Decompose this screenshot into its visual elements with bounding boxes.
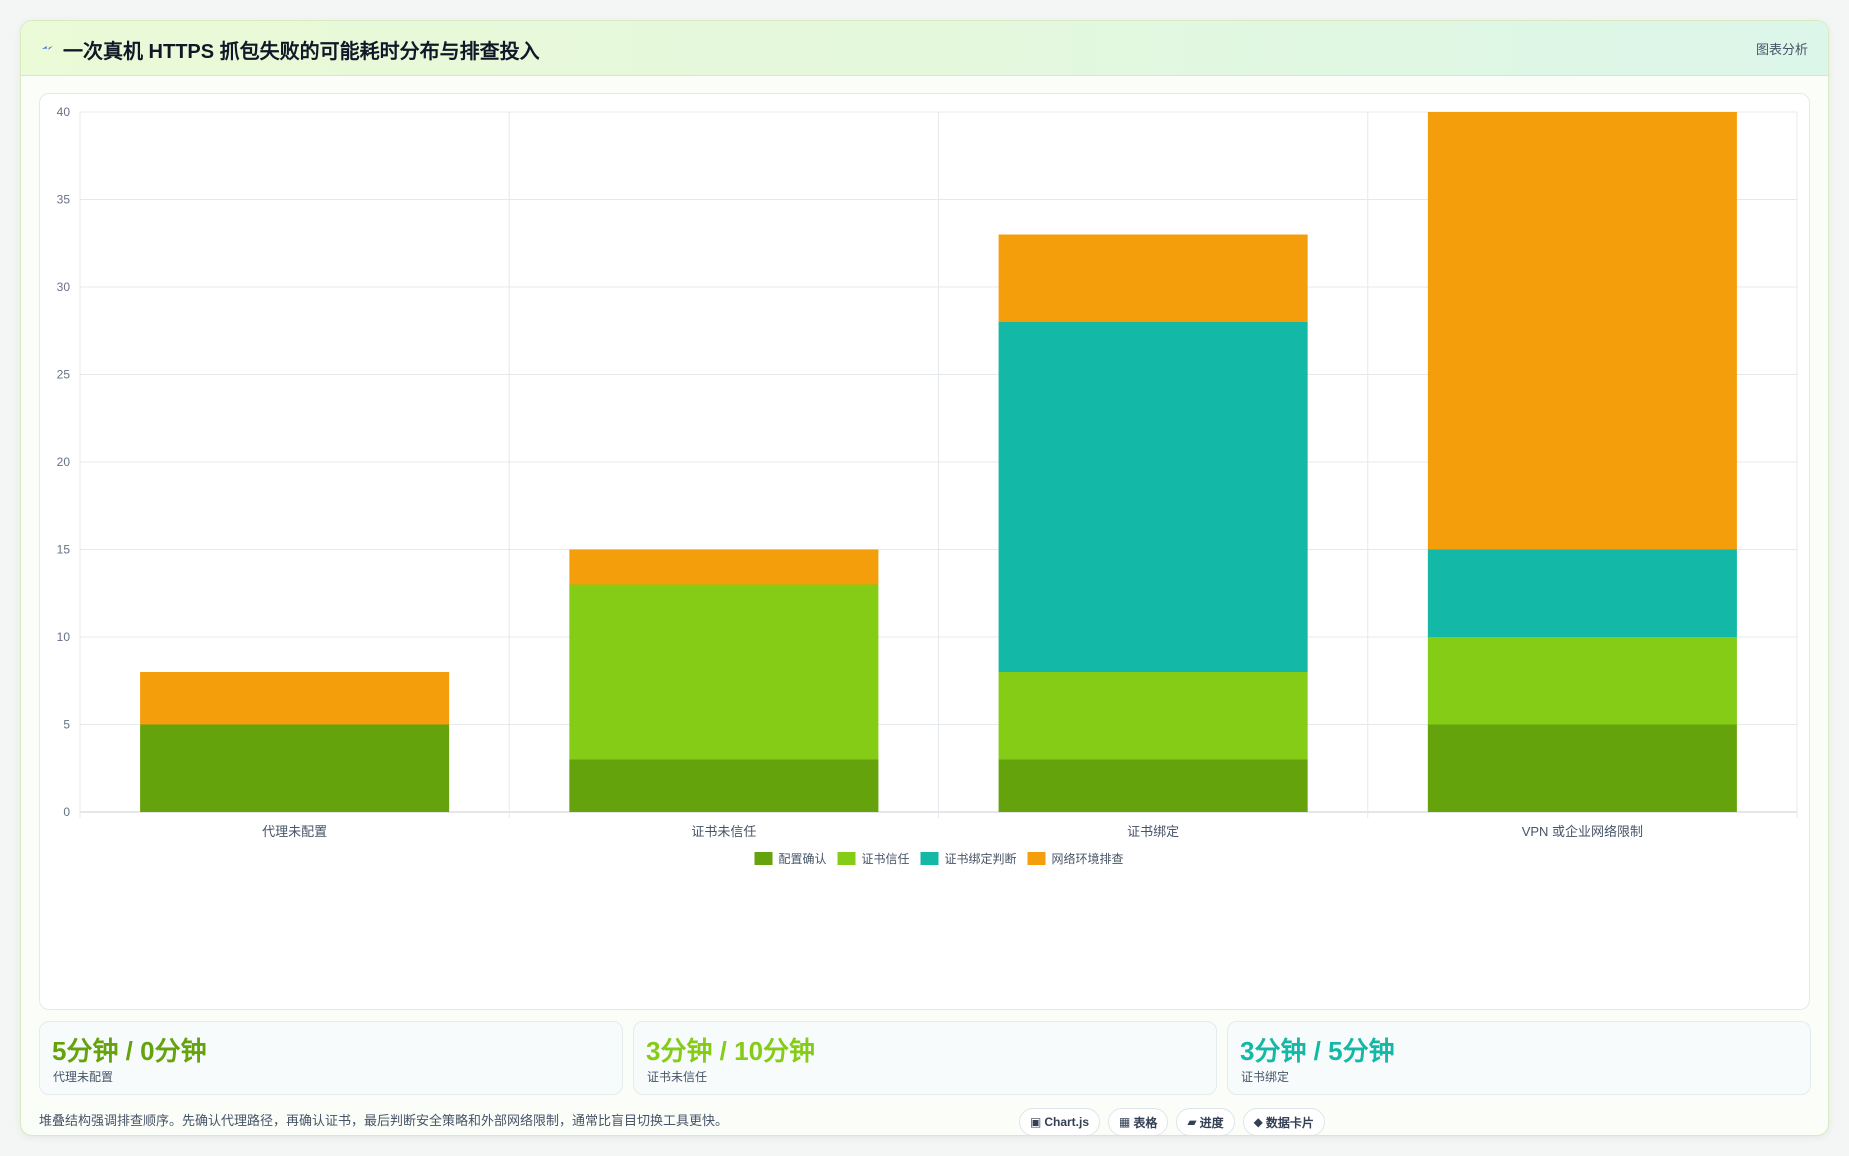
bar-segment xyxy=(1427,637,1737,725)
chart-icon: ▣ xyxy=(1030,1115,1042,1129)
bar-segment xyxy=(1427,112,1737,550)
stat-cards: 5分钟 / 0分钟 代理未配置 3分钟 / 10分钟 证书未信任 3分钟 / 5… xyxy=(39,1021,1811,1095)
legend-swatch[interactable] xyxy=(754,852,773,865)
y-tick-label: 30 xyxy=(57,280,71,294)
stat-card: 3分钟 / 10分钟 证书未信任 xyxy=(633,1021,1217,1095)
stat-value: 5分钟 / 0分钟 xyxy=(52,1036,207,1066)
progress-icon: ▰ xyxy=(1187,1115,1197,1129)
x-tick-label: 证书未信任 xyxy=(691,824,756,839)
pill-label: 数据卡片 xyxy=(1265,1115,1314,1130)
stat-card: 3分钟 / 5分钟 证书绑定 xyxy=(1227,1021,1811,1095)
stat-value: 3分钟 / 5分钟 xyxy=(1240,1036,1395,1066)
pill-table[interactable]: ▦ 表格 xyxy=(1108,1108,1169,1135)
bar-segment xyxy=(998,234,1308,322)
y-tick-label: 10 xyxy=(57,630,71,644)
y-tick-label: 0 xyxy=(63,805,70,819)
legend-label[interactable]: 配置确认 xyxy=(779,852,827,866)
bar-segment xyxy=(1427,549,1737,637)
legend-swatch[interactable] xyxy=(920,852,939,865)
chart-analysis-tag[interactable]: 图表分析 xyxy=(1755,42,1808,57)
pill-chartjs[interactable]: ▣ Chart.js xyxy=(1019,1108,1101,1135)
lightning-icon xyxy=(42,46,53,50)
y-tick-label: 35 xyxy=(57,193,71,207)
card-header: 一次真机 HTTPS 抓包失败的可能耗时分布与排查投入 图表分析 xyxy=(21,21,1828,76)
y-tick-label: 25 xyxy=(57,368,71,382)
bar-segment xyxy=(998,322,1308,672)
bar-segment xyxy=(998,759,1308,812)
stat-value: 3分钟 / 10分钟 xyxy=(646,1036,816,1066)
bar-segment xyxy=(1427,724,1737,812)
pill-progress[interactable]: ▰ 进度 xyxy=(1176,1108,1235,1135)
legend: 配置确认 证书信任 证书绑定判断 网络环境排查 xyxy=(754,851,1124,866)
x-tick-label: 证书绑定 xyxy=(1127,824,1179,839)
y-tick-label: 40 xyxy=(57,105,71,119)
y-tick-label: 5 xyxy=(63,718,70,732)
chart-card: 一次真机 HTTPS 抓包失败的可能耗时分布与排查投入 图表分析 0 5 10 15 2… xyxy=(20,20,1829,1136)
legend-label[interactable]: 网络环境排查 xyxy=(1052,851,1124,866)
chart-panel: 0 5 10 15 20 25 30 35 40 代理未配置 证书未信任 证书绑定 VPN 或企业网络限… xyxy=(39,93,1810,1010)
bar-segment xyxy=(569,759,879,812)
bar-segment xyxy=(569,584,879,760)
bar-segment xyxy=(998,672,1308,760)
y-tick-label: 20 xyxy=(57,455,71,469)
feature-pills: ▣ Chart.js ▦ 表格 ▰ 进度 ◆ 数据卡片 xyxy=(1019,1108,1325,1135)
y-tick-label: 15 xyxy=(57,543,71,557)
legend-swatch[interactable] xyxy=(1027,852,1046,865)
x-tick-label: 代理未配置 xyxy=(262,824,327,839)
bar-segment xyxy=(140,672,450,725)
footnote: 堆叠结构强调排查顺序。先确认代理路径，再确认证书，最后判断安全策略和外部网络限制… xyxy=(39,1113,729,1128)
legend-label[interactable]: 证书绑定判断 xyxy=(945,851,1017,866)
pill-label: 表格 xyxy=(1133,1115,1158,1130)
x-tick-label: VPN 或企业网络限制 xyxy=(1522,824,1643,839)
pill-label: Chart.js xyxy=(1044,1115,1090,1129)
pill-label: 进度 xyxy=(1199,1115,1224,1130)
stat-label: 证书未信任 xyxy=(647,1070,708,1084)
stat-label: 证书绑定 xyxy=(1241,1070,1290,1084)
legend-label[interactable]: 证书信任 xyxy=(862,852,910,866)
stat-label: 代理未配置 xyxy=(53,1070,114,1084)
stacked-bar-chart: 0 5 10 15 20 25 30 35 40 代理未配置 证书未信任 证书绑定 VPN 或企业网络限… xyxy=(57,105,1798,866)
diamond-icon: ◆ xyxy=(1253,1115,1263,1129)
chart-title: 一次真机 HTTPS 抓包失败的可能耗时分布与排查投入 xyxy=(63,41,540,63)
stat-card: 5分钟 / 0分钟 代理未配置 xyxy=(39,1021,623,1095)
bar-segment xyxy=(140,724,450,812)
pill-data-card[interactable]: ◆ 数据卡片 xyxy=(1242,1108,1325,1135)
legend-swatch[interactable] xyxy=(837,852,856,865)
table-icon: ▦ xyxy=(1119,1115,1131,1129)
bar-segment xyxy=(569,549,879,585)
